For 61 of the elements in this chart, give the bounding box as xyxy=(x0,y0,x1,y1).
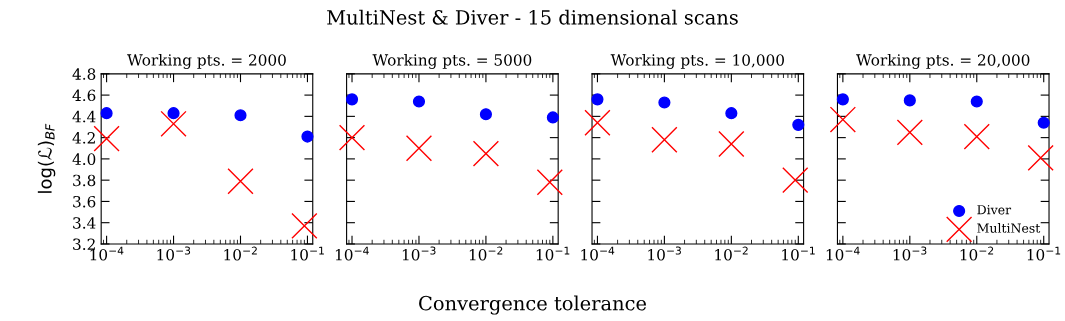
y-tick-label: 4.6 xyxy=(72,89,96,102)
chart-title: Working pts. = 5000 xyxy=(372,53,532,69)
x-tick-label: 10$^{−2}$ xyxy=(715,246,748,261)
x-tick-label: 10$^{−3}$ xyxy=(648,246,681,261)
point xyxy=(829,106,856,133)
point xyxy=(658,96,671,109)
point xyxy=(338,124,366,151)
point xyxy=(591,93,604,106)
y-tick-label: 3.6 xyxy=(73,195,96,208)
point xyxy=(1037,116,1050,129)
y-tick-label: 3.2 xyxy=(73,238,95,250)
x-tick-label: 10$^{−2}$ xyxy=(960,246,994,261)
x-tick-label: 10$^{−1}$ xyxy=(291,246,324,261)
y-tick-label: 4.4 xyxy=(72,110,96,123)
x-tick-label: 10$^{−1}$ xyxy=(782,246,815,261)
y-tick-label: 3.8 xyxy=(73,174,96,187)
point xyxy=(836,93,849,106)
point xyxy=(345,93,359,106)
x-tick-label: 10$^{−3}$ xyxy=(157,246,191,261)
x-tick-label: 10$^{−2}$ xyxy=(224,246,257,261)
point xyxy=(472,140,500,167)
x-tick-label: 10$^{−3}$ xyxy=(402,246,436,261)
point xyxy=(167,107,180,120)
legend-label: MultiNest xyxy=(977,223,1041,233)
x-tick-label: 10$^{−1}$ xyxy=(1027,246,1061,261)
point xyxy=(160,110,187,137)
point xyxy=(903,94,916,107)
point xyxy=(412,95,426,108)
point xyxy=(963,123,990,150)
y-tick-label: 3.4 xyxy=(73,217,96,229)
point xyxy=(234,109,247,122)
point xyxy=(479,108,492,121)
point xyxy=(651,126,678,153)
point xyxy=(725,107,738,120)
legend-label: Diver xyxy=(977,205,1012,215)
x-tick-label: 10$^{−4}$ xyxy=(335,246,369,261)
x-tick-label: 10$^{−4}$ xyxy=(581,246,615,261)
point xyxy=(93,125,120,152)
point xyxy=(584,109,611,136)
y-tick-label: 4.8 xyxy=(72,68,96,80)
x-tick-label: 10$^{−4}$ xyxy=(826,246,860,261)
point xyxy=(792,118,805,131)
point xyxy=(100,107,113,120)
point xyxy=(970,95,983,108)
chart-title: Working pts. = 10,000 xyxy=(610,53,784,69)
point xyxy=(718,130,745,158)
x-tick-label: 10$^{−2}$ xyxy=(469,246,503,261)
x-tick-label: 10$^{−1}$ xyxy=(536,246,570,261)
y-tick-label: 4.2 xyxy=(72,132,95,144)
y-tick-label: 4.0 xyxy=(72,153,96,165)
point xyxy=(301,130,314,143)
point xyxy=(896,119,923,146)
point xyxy=(405,135,433,162)
point xyxy=(227,168,254,195)
chart-title: Working pts. = 2000 xyxy=(127,53,286,69)
point xyxy=(546,111,559,124)
chart-title: Working pts. = 20,000 xyxy=(856,53,1030,69)
x-tick-label: 10$^{−3}$ xyxy=(893,246,927,261)
y-axis-title: log(ℒ)$_{BF}$ xyxy=(37,123,56,193)
text: MultiNest & Diver - 15 dimensional scans xyxy=(327,9,738,25)
x-axis-title: Convergence tolerance xyxy=(419,295,647,315)
